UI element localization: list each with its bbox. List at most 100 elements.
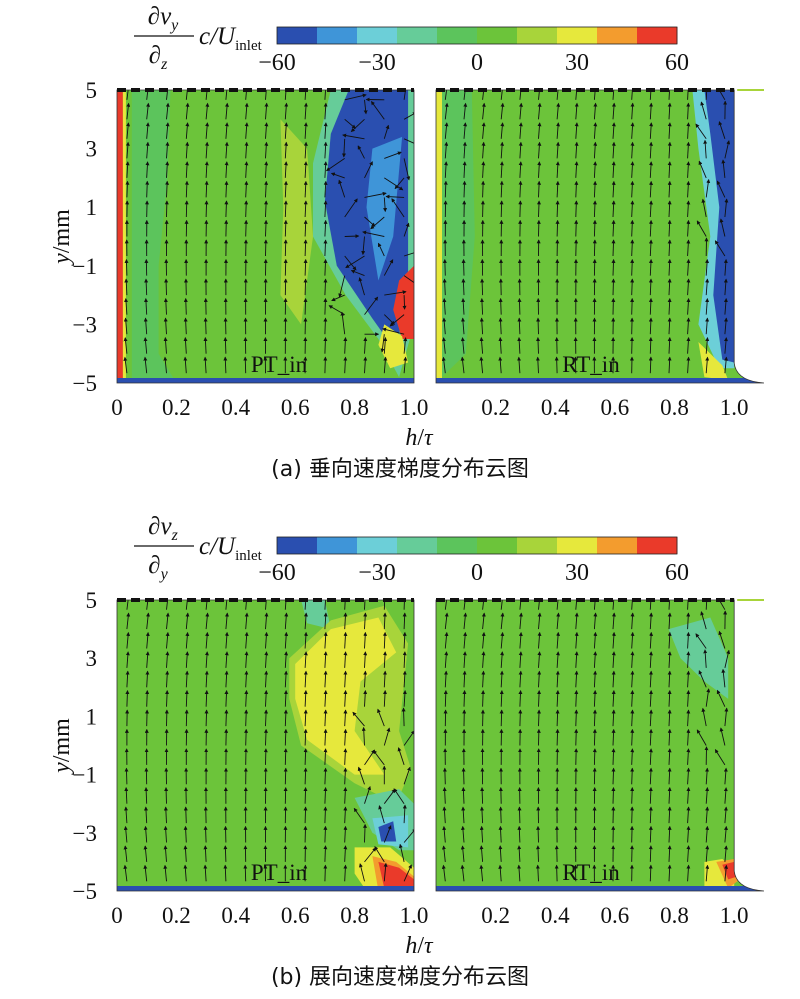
velocity-arrow bbox=[574, 690, 579, 707]
velocity-arrow bbox=[125, 180, 130, 198]
y-tick-label: −1 bbox=[73, 254, 97, 279]
velocity-arrow bbox=[648, 297, 653, 315]
colorbar-tick-label: −60 bbox=[258, 50, 296, 76]
velocity-arrow bbox=[724, 845, 728, 862]
velocity-arrow bbox=[223, 845, 228, 862]
velocity-arrow bbox=[264, 102, 269, 120]
velocity-arrow bbox=[630, 631, 635, 649]
svg-text:c/Uinlet: c/Uinlet bbox=[199, 23, 263, 54]
velocity-arrow bbox=[303, 180, 308, 198]
velocity-vectors bbox=[441, 90, 731, 374]
velocity-arrow bbox=[686, 709, 691, 727]
velocity-arrow bbox=[145, 670, 150, 688]
velocity-arrow bbox=[574, 651, 579, 668]
velocity-arrow bbox=[574, 122, 579, 139]
velocity-arrow bbox=[555, 709, 560, 727]
velocity-arrow bbox=[500, 651, 505, 668]
velocity-arrow bbox=[705, 337, 710, 354]
velocity-arrow bbox=[204, 670, 209, 688]
velocity-arrow bbox=[724, 337, 728, 354]
plot-frame bbox=[435, 599, 765, 892]
velocity-arrow bbox=[593, 612, 598, 630]
velocity-arrow bbox=[480, 787, 485, 804]
velocity-arrow bbox=[244, 180, 249, 198]
velocity-arrow bbox=[323, 200, 328, 218]
velocity-arrow bbox=[323, 141, 328, 159]
velocity-arrow bbox=[165, 631, 170, 649]
velocity-arrow bbox=[517, 806, 522, 824]
velocity-arrow bbox=[364, 216, 376, 227]
x-tick-label: 0.8 bbox=[340, 903, 369, 928]
velocity-arrow bbox=[611, 141, 616, 159]
velocity-arrow bbox=[164, 278, 169, 296]
colorbar: −60 −30 0 30 60 bbox=[258, 26, 689, 76]
velocity-arrow bbox=[611, 239, 616, 257]
velocity-arrow bbox=[205, 122, 210, 139]
velocity-arrow bbox=[244, 728, 249, 746]
velocity-arrow bbox=[303, 806, 308, 824]
velocity-arrow bbox=[630, 239, 635, 257]
velocity-arrow bbox=[323, 651, 328, 668]
velocity-arrow bbox=[442, 278, 447, 296]
velocity-arrow bbox=[444, 90, 448, 100]
velocity-arrow bbox=[264, 612, 269, 630]
contour-field bbox=[117, 90, 414, 383]
velocity-arrow bbox=[303, 670, 308, 688]
velocity-arrow bbox=[183, 864, 188, 882]
velocity-arrow bbox=[701, 198, 707, 218]
velocity-arrow bbox=[686, 864, 691, 882]
x-axis-label: h/τ bbox=[405, 933, 434, 959]
velocity-arrow bbox=[592, 219, 597, 237]
velocity-arrow bbox=[630, 787, 635, 804]
velocity-arrow bbox=[323, 297, 328, 315]
velocity-arrow bbox=[630, 102, 635, 120]
colorbar-segment bbox=[637, 537, 678, 554]
subplot-PT_in: PT_in 0 0.2 0.4 0.6 0.8 1.0 bbox=[111, 88, 428, 420]
velocity-arrow bbox=[223, 337, 228, 354]
velocity-arrow bbox=[721, 668, 726, 688]
velocity-arrow bbox=[630, 258, 635, 276]
velocity-arrow bbox=[343, 748, 348, 765]
velocity-arrow bbox=[555, 728, 560, 746]
velocity-arrow bbox=[323, 864, 328, 882]
velocity-arrow bbox=[649, 612, 654, 630]
velocity-arrow bbox=[303, 141, 308, 159]
velocity-arrow bbox=[686, 278, 691, 296]
velocity-arrow bbox=[163, 317, 168, 335]
velocity-arrow bbox=[364, 847, 377, 863]
velocity-arrow bbox=[384, 177, 404, 191]
velocity-arrow bbox=[374, 846, 385, 863]
velocity-arrow bbox=[593, 180, 598, 198]
velocity-arrow bbox=[126, 612, 131, 630]
velocity-arrow bbox=[686, 161, 691, 178]
velocity-arrow bbox=[705, 258, 710, 276]
velocity-arrow bbox=[323, 161, 328, 178]
velocity-arrow bbox=[203, 337, 208, 354]
velocity-arrow bbox=[686, 806, 691, 824]
velocity-arrow bbox=[164, 787, 169, 804]
velocity-arrow bbox=[283, 690, 288, 707]
velocity-arrow bbox=[518, 200, 523, 218]
velocity-arrow bbox=[185, 141, 190, 159]
velocity-arrow bbox=[363, 651, 368, 668]
velocity-arrow bbox=[303, 651, 308, 668]
velocity-arrow bbox=[442, 787, 447, 804]
velocity-arrow bbox=[185, 651, 190, 668]
velocity-arrow bbox=[698, 160, 707, 179]
velocity-arrow bbox=[184, 200, 189, 218]
velocity-arrow bbox=[224, 651, 229, 668]
velocity-arrow bbox=[343, 670, 348, 688]
velocity-arrow bbox=[402, 804, 407, 824]
velocity-arrow bbox=[244, 102, 249, 120]
velocity-arrow bbox=[265, 90, 268, 100]
velocity-arrow bbox=[479, 337, 484, 354]
subplot-label: PT_in bbox=[251, 352, 308, 377]
velocity-arrow bbox=[667, 141, 672, 159]
velocity-arrow bbox=[556, 631, 561, 649]
panel-b: −60 −30 0 30 60 ∂vz ∂y c/Uinlet 5 3 1 −1 −3 −5 y/mm PT_… bbox=[49, 513, 765, 990]
velocity-arrow bbox=[343, 709, 348, 727]
velocity-arrow bbox=[263, 219, 268, 237]
velocity-arrow bbox=[461, 258, 466, 276]
velocity-arrow bbox=[303, 219, 308, 237]
velocity-arrow bbox=[611, 122, 616, 139]
